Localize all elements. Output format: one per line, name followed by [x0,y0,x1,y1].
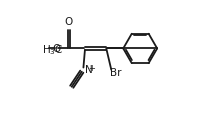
Text: Br: Br [110,68,122,78]
Text: H$_3$C: H$_3$C [42,43,64,57]
Text: N: N [85,65,92,75]
Text: O: O [64,17,73,27]
Text: O: O [52,44,60,54]
Text: +: + [88,64,95,73]
